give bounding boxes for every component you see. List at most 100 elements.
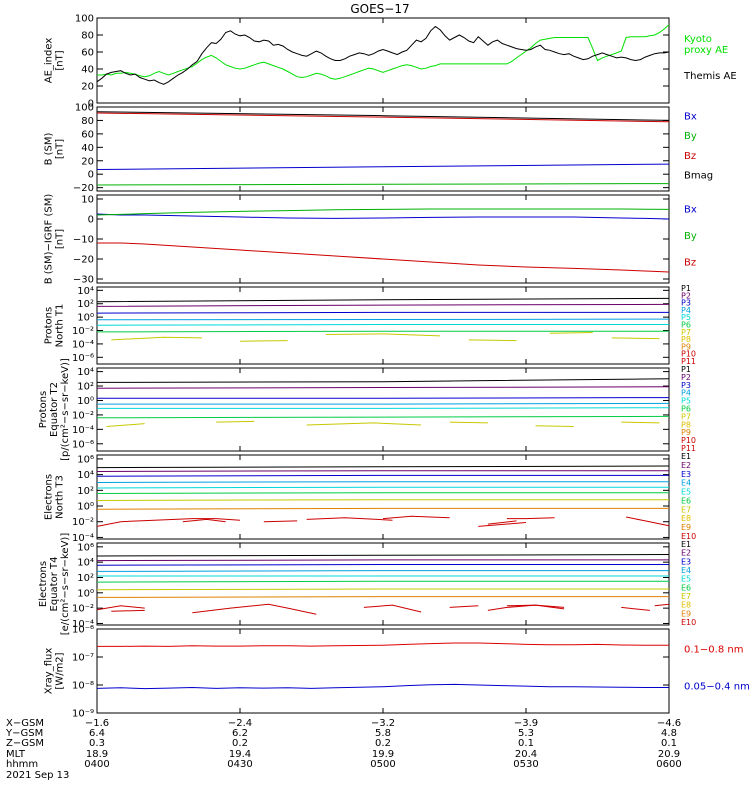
series-line-p4	[97, 402, 670, 405]
y-tick-label: 0	[88, 99, 94, 110]
x-tick-label: 0400	[84, 759, 109, 770]
series-line-bz	[96, 112, 670, 123]
x-tick-label: 20.9	[658, 749, 680, 760]
x-tick-label: 0600	[656, 759, 681, 770]
x-tick-label: 5.3	[518, 728, 534, 739]
data-segment	[535, 425, 574, 427]
panel-ae: 0 20 40 60 80 100 AE_index [nT] Kyoto proxy AE The…	[44, 14, 737, 110]
y-tick-label: 10⁴	[77, 367, 94, 378]
legend-entry: P3	[681, 299, 691, 308]
x-tick-label: 6.2	[232, 728, 248, 739]
legend-entry: Themis AE	[683, 71, 737, 82]
panel-xray: 10⁻⁶ 10⁻⁷ 10⁻⁸ 10⁻⁹ Xray_flux [W/m2] 0.1−0.8 n…	[44, 625, 750, 720]
series-line-e3	[96, 474, 669, 477]
y-axis-label: Equator T2	[49, 382, 60, 437]
panel-protons_t2: 10⁴ 10² 10⁰ 10⁻² 10⁻⁴ 10⁻⁶ Protons Equator T2 [p…	[38, 358, 696, 461]
series-line-e1	[96, 554, 670, 557]
series-line-p6	[96, 330, 669, 333]
y-tick-label: 10⁻²	[72, 517, 94, 528]
data-segment	[263, 520, 298, 523]
x-tick-label: 18.9	[86, 749, 108, 760]
x-row-label: hhmm	[6, 759, 38, 770]
panel-frame	[96, 194, 670, 284]
y-tick-label: 10⁰	[77, 313, 94, 324]
legend-entry: By	[684, 131, 697, 142]
y-tick-label: 10⁴	[77, 470, 94, 481]
data-segment	[625, 516, 670, 527]
series-line-e4	[96, 570, 669, 572]
y-axis-label: Protons	[44, 307, 55, 344]
y-tick-label: 10⁻⁴	[72, 619, 94, 630]
y-tick-label: 80	[81, 31, 94, 42]
legend-entry: P2	[681, 291, 691, 300]
y-tick-label: 60	[81, 48, 94, 59]
x-tick-label: 6.4	[89, 728, 105, 739]
series-line-0-05-0-4-nm	[96, 683, 669, 690]
panel-bigrf: −30 −20 −10 0 10 B (SM)−IGRF (SM) [nT] Bx By Bz	[44, 194, 697, 286]
x-tick-label: 20.4	[515, 749, 537, 760]
y-tick-label: 0	[88, 170, 94, 181]
panel-frame	[96, 17, 670, 104]
legend-entry: P7	[681, 412, 691, 421]
x-row-label: Y−GSM	[5, 728, 43, 739]
y-tick-label: 10⁻⁶	[72, 625, 94, 636]
series-line-0-1-0-8-nm	[97, 642, 669, 647]
series-line-p4	[96, 318, 670, 321]
x-row-label: MLT	[6, 749, 26, 760]
panel-frame	[96, 367, 670, 452]
legend-entry: 0.1−0.8 nm	[684, 645, 743, 656]
y-axis-label: [nT]	[55, 139, 66, 159]
y-tick-label: −30	[73, 275, 94, 286]
legend-entry: P4	[681, 389, 691, 398]
x-tick-label: 19.9	[372, 749, 394, 760]
y-tick-label: 10⁻²	[72, 326, 94, 337]
data-segment	[325, 333, 441, 337]
y-axis-label: B (SM)	[44, 132, 55, 165]
legend-entry: P9	[681, 342, 691, 351]
series-line-bx	[96, 213, 670, 220]
y-tick-label: 10⁻⁹	[72, 709, 94, 720]
y-tick-label: 10²	[77, 486, 94, 497]
series-line-e5	[96, 486, 669, 489]
y-tick-label: 10⁴	[77, 286, 94, 297]
legend-entry: P11	[681, 357, 696, 366]
legend-entry: P5	[681, 397, 691, 406]
y-tick-label: 10⁻⁸	[72, 681, 94, 692]
data-segment	[363, 604, 422, 613]
data-segment	[182, 518, 226, 523]
y-axis-label: [e/(cm²−s−sr−keV)]	[60, 533, 71, 636]
panel-protons_t1: 10⁴ 10² 10⁰ 10⁻² 10⁻⁴ 10⁻⁶ Protons North T1 P1P2…	[44, 284, 697, 366]
data-segment	[611, 337, 660, 340]
data-segment	[239, 340, 288, 342]
data-segment	[621, 606, 650, 611]
series-line-by	[96, 208, 670, 216]
data-segment	[487, 520, 517, 525]
data-segment	[654, 603, 670, 607]
y-tick-label: 10⁰	[77, 588, 94, 599]
y-axis-label: B (SM)−IGRF (SM)	[44, 194, 55, 285]
series-line-p3	[97, 397, 670, 399]
x-tick-label: 19.4	[229, 749, 251, 760]
series-line-p6	[96, 415, 670, 419]
y-axis-label: Xray_flux	[44, 648, 55, 695]
series-line-e3	[96, 564, 669, 566]
y-axis-label: [p/(cm²−s−sr−keV)]	[60, 358, 71, 461]
y-tick-label: 10⁻⁷	[72, 653, 94, 664]
y-tick-label: 40	[81, 65, 94, 76]
data-segment	[449, 605, 479, 608]
legend-entry: E10	[681, 618, 696, 627]
y-axis-label: [nT]	[55, 229, 66, 249]
x-tick-label: 0.1	[518, 738, 534, 749]
y-tick-label: 80	[81, 116, 94, 127]
y-axis-label: AE_index	[44, 38, 55, 84]
series-line-e8	[96, 596, 669, 598]
legend-entry: E2	[681, 461, 691, 470]
x-row-label: X−GSM	[6, 718, 44, 729]
series-line-e2	[96, 559, 669, 562]
series-line-e6	[96, 580, 669, 583]
y-tick-label: 40	[81, 143, 94, 154]
x-tick-label: −1.6	[85, 718, 109, 729]
